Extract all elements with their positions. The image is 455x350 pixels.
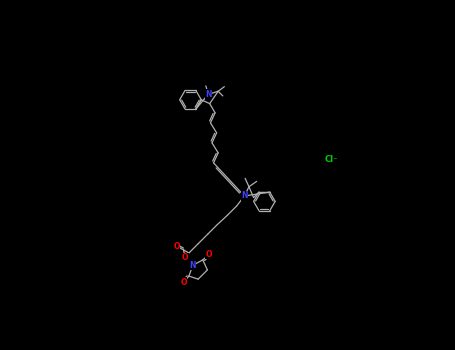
Text: Cl⁻: Cl⁻: [324, 155, 338, 163]
Text: O: O: [173, 241, 180, 251]
Text: O: O: [182, 253, 188, 262]
Text: N: N: [190, 261, 196, 270]
Text: O: O: [180, 278, 187, 287]
Text: N: N: [241, 191, 248, 201]
Text: N: N: [205, 90, 212, 99]
Text: O: O: [206, 250, 212, 259]
